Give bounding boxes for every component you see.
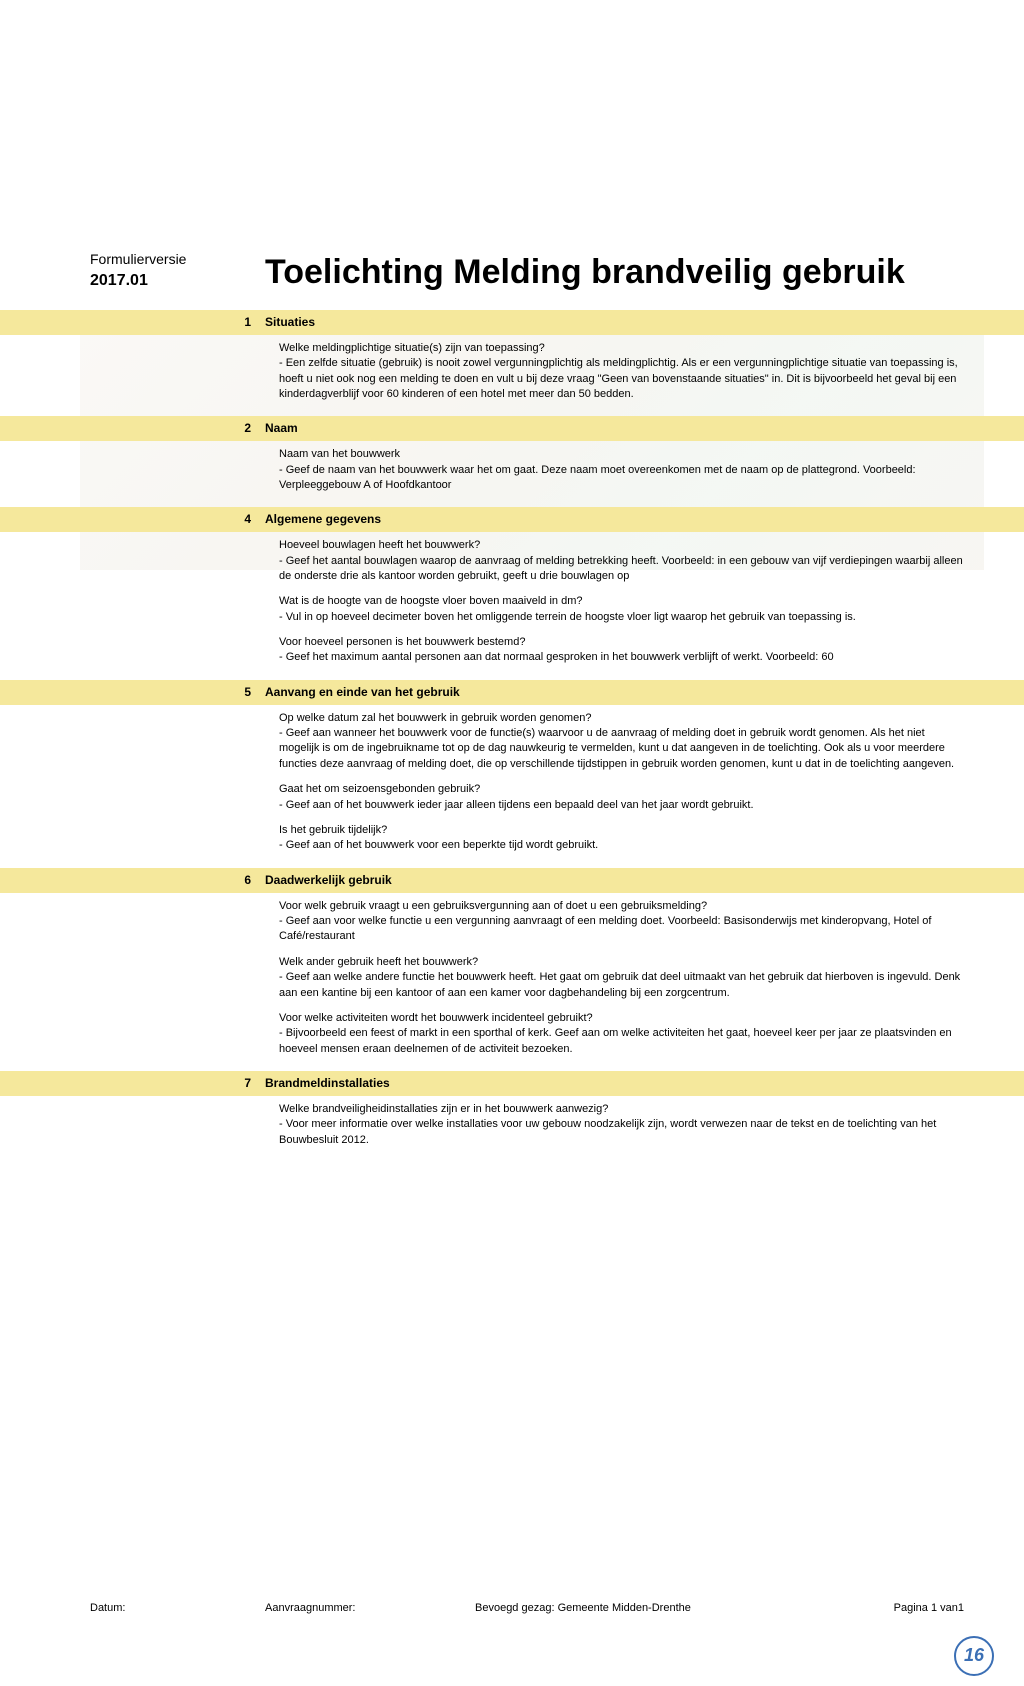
section-body: Hoeveel bouwlagen heeft het bouwwerk? - … bbox=[0, 532, 1024, 672]
section-title: Naam bbox=[265, 420, 298, 437]
section-bar: 1Situaties bbox=[0, 310, 1024, 335]
form-version-number: 2017.01 bbox=[90, 270, 265, 292]
footer-pagina: Pagina 1 van1 bbox=[894, 1601, 964, 1616]
header-row: Formulierversie 2017.01 Toelichting Meld… bbox=[0, 250, 1024, 292]
body-text: Hoeveel bouwlagen heeft het bouwwerk? - … bbox=[279, 538, 964, 584]
section-number: 4 bbox=[0, 511, 265, 528]
section-bar: 5Aanvang en einde van het gebruik bbox=[0, 680, 1024, 705]
footer-aanvraagnummer: Aanvraagnummer: bbox=[265, 1601, 475, 1616]
section-body: Op welke datum zal het bouwwerk in gebru… bbox=[0, 705, 1024, 860]
body-text: Op welke datum zal het bouwwerk in gebru… bbox=[279, 711, 964, 773]
body-text: Is het gebruik tijdelijk? - Geef aan of … bbox=[279, 823, 964, 854]
section-body: Welke meldingplichtige situatie(s) zijn … bbox=[0, 335, 1024, 409]
section-number: 7 bbox=[0, 1075, 265, 1092]
section-title: Situaties bbox=[265, 314, 315, 331]
page-number-circle: 16 bbox=[954, 1636, 994, 1676]
sections-container: 1Situaties Welke meldingplichtige situati… bbox=[0, 310, 1024, 1154]
section-title: Brandmeldinstallaties bbox=[265, 1075, 390, 1092]
section-bar: 7Brandmeldinstallaties bbox=[0, 1071, 1024, 1096]
footer: Datum: Aanvraagnummer: Bevoegd gezag: Ge… bbox=[0, 1601, 1024, 1616]
page: Formulierversie 2017.01 Toelichting Meld… bbox=[0, 250, 1024, 1686]
section-body: Welke brandveiligheidinstallaties zijn e… bbox=[0, 1096, 1024, 1154]
content: Formulierversie 2017.01 Toelichting Meld… bbox=[0, 250, 1024, 1154]
section-number: 5 bbox=[0, 684, 265, 701]
section-number: 6 bbox=[0, 872, 265, 889]
section-number: 2 bbox=[0, 420, 265, 437]
footer-datum: Datum: bbox=[90, 1601, 265, 1616]
form-version-block: Formulierversie 2017.01 bbox=[90, 250, 265, 292]
body-text: Gaat het om seizoensgebonden gebruik? - … bbox=[279, 782, 964, 813]
footer-bevoegd-gezag: Bevoegd gezag: Gemeente Midden-Drenthe bbox=[475, 1601, 894, 1616]
section-title: Algemene gegevens bbox=[265, 511, 381, 528]
body-text: Voor hoeveel personen is het bouwwerk be… bbox=[279, 635, 964, 666]
section-bar: 6Daadwerkelijk gebruik bbox=[0, 868, 1024, 893]
body-text: Voor welk gebruik vraagt u een gebruiksv… bbox=[279, 899, 964, 945]
body-text: Naam van het bouwwerk - Geef de naam van… bbox=[279, 447, 964, 493]
page-title: Toelichting Melding brandveilig gebruik bbox=[265, 253, 905, 292]
section-bar: 4Algemene gegevens bbox=[0, 507, 1024, 532]
section-title: Daadwerkelijk gebruik bbox=[265, 872, 392, 889]
body-text: Welk ander gebruik heeft het bouwwerk? -… bbox=[279, 955, 964, 1001]
section-body: Voor welk gebruik vraagt u een gebruiksv… bbox=[0, 893, 1024, 1064]
section-body: Naam van het bouwwerk - Geef de naam van… bbox=[0, 441, 1024, 499]
body-text: Welke brandveiligheidinstallaties zijn e… bbox=[279, 1102, 964, 1148]
body-text: Voor welke activiteiten wordt het bouwwe… bbox=[279, 1011, 964, 1057]
section-title: Aanvang en einde van het gebruik bbox=[265, 684, 460, 701]
body-text: Welke meldingplichtige situatie(s) zijn … bbox=[279, 341, 964, 403]
body-text: Wat is de hoogte van de hoogste vloer bo… bbox=[279, 594, 964, 625]
section-bar: 2Naam bbox=[0, 416, 1024, 441]
section-number: 1 bbox=[0, 314, 265, 331]
form-version-label: Formulierversie bbox=[90, 250, 265, 270]
